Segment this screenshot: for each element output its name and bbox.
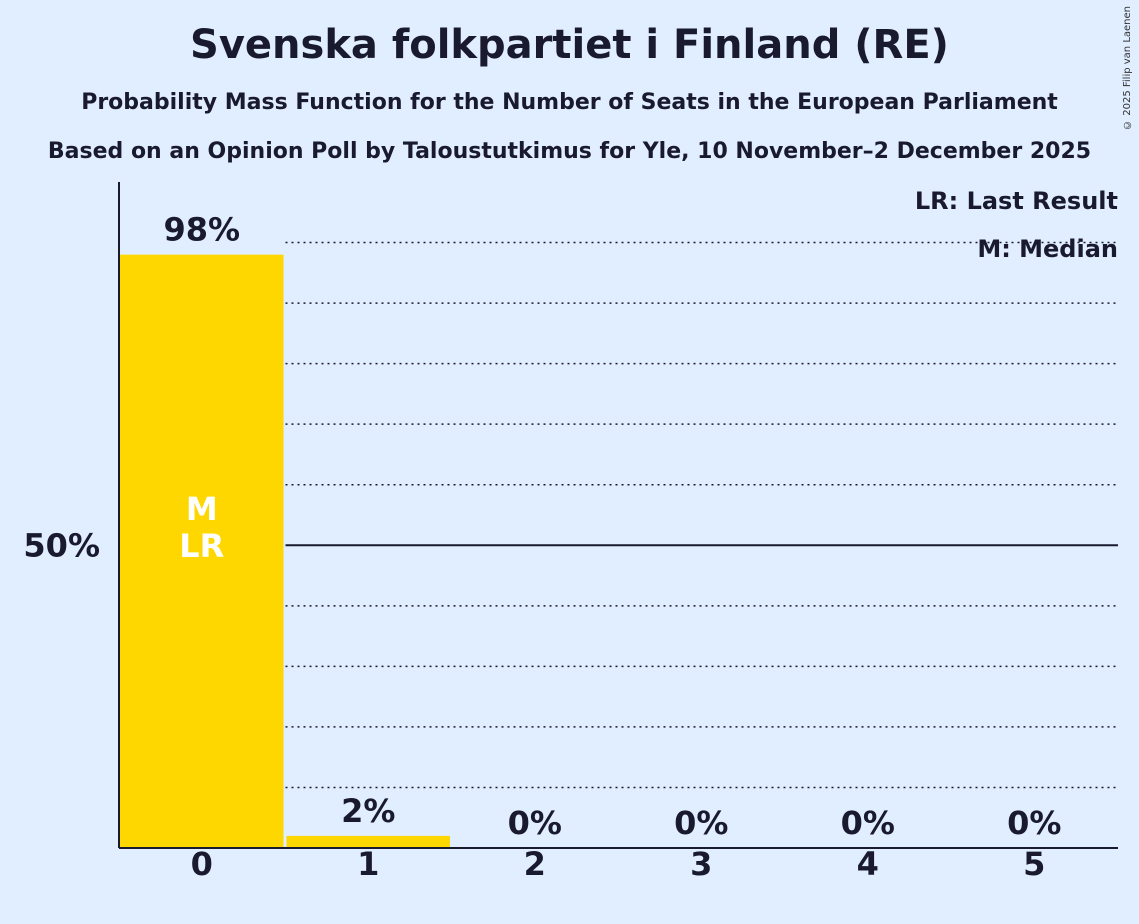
data-label-0: 98%: [163, 211, 240, 249]
x-tick-0: 0: [191, 845, 213, 883]
x-tick-5: 5: [1023, 845, 1045, 883]
data-label-5: 0%: [1007, 804, 1061, 842]
x-tick-4: 4: [857, 845, 879, 883]
y-tick-label: 50%: [23, 526, 100, 564]
legend-median: M: Median: [977, 235, 1118, 263]
data-label-4: 0%: [841, 804, 895, 842]
bar-1: [286, 835, 450, 848]
chart-subtitle: Probability Mass Function for the Number…: [81, 90, 1058, 115]
median-marker: M: [186, 490, 218, 528]
chart-title: Svenska folkpartiet i Finland (RE): [190, 22, 949, 68]
x-tick-2: 2: [524, 845, 546, 883]
bar-0: [120, 254, 284, 848]
legend-last-result: LR: Last Result: [915, 187, 1118, 215]
x-tick-1: 1: [357, 845, 379, 883]
data-label-2: 0%: [508, 804, 562, 842]
x-tick-3: 3: [690, 845, 712, 883]
data-label-1: 2%: [341, 792, 395, 830]
chart-source: Based on an Opinion Poll by Taloustutkim…: [47, 139, 1092, 164]
data-label-3: 0%: [674, 804, 728, 842]
last-result-marker: LR: [179, 527, 224, 565]
